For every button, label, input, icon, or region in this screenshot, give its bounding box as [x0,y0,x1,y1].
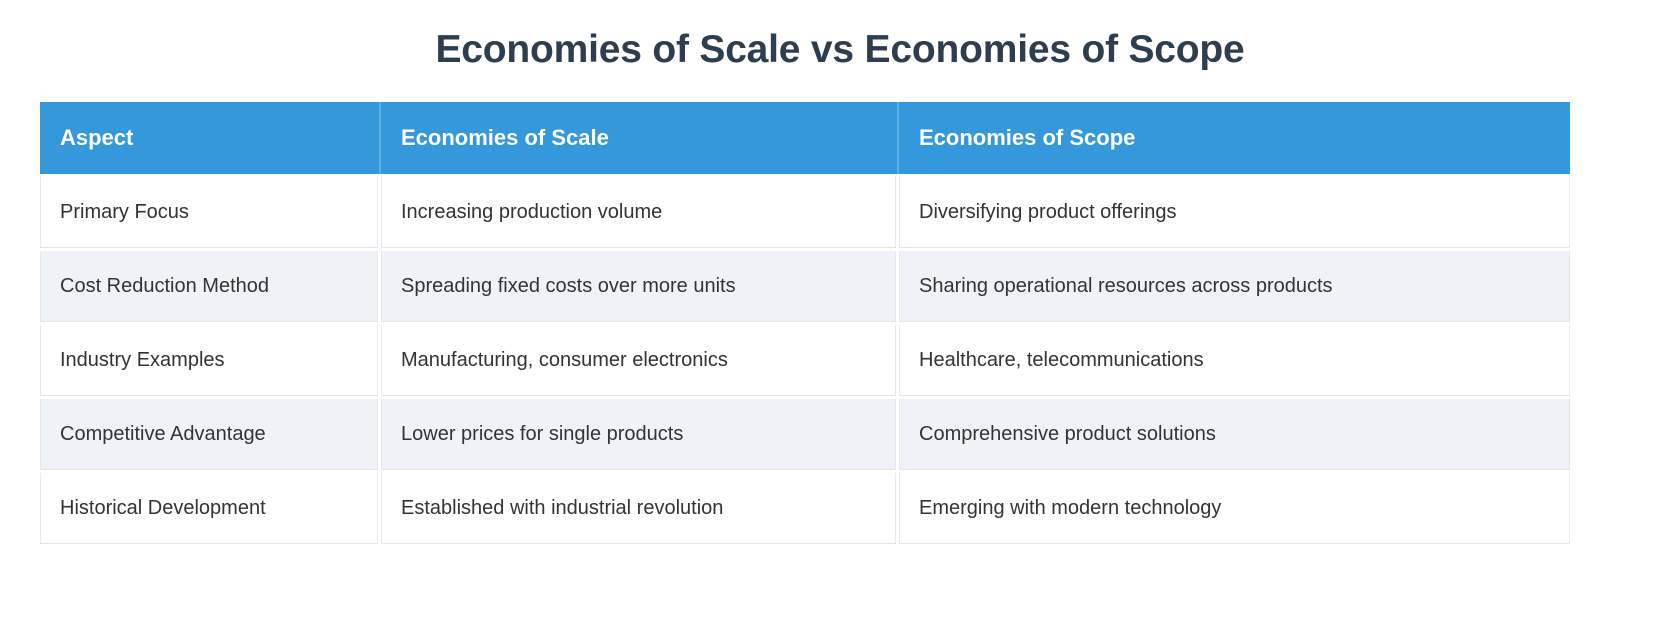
cell-aspect: Industry Examples [40,322,381,396]
cell-scope: Comprehensive product solutions [899,396,1570,470]
column-header-economies-of-scale: Economies of Scale [381,102,899,174]
cell-scope: Sharing operational resources across pro… [899,248,1570,322]
comparison-table-container: Aspect Economies of Scale Economies of S… [40,102,1570,544]
cell-scope: Healthcare, telecommunications [899,322,1570,396]
table-header: Aspect Economies of Scale Economies of S… [40,102,1570,174]
cell-aspect: Primary Focus [40,174,381,248]
table-row: Primary Focus Increasing production volu… [40,174,1570,248]
cell-scale: Manufacturing, consumer electronics [381,322,899,396]
column-header-economies-of-scope: Economies of Scope [899,102,1570,174]
table-row: Cost Reduction Method Spreading fixed co… [40,248,1570,322]
cell-scale: Lower prices for single products [381,396,899,470]
cell-scale: Increasing production volume [381,174,899,248]
cell-scale: Established with industrial revolution [381,470,899,544]
cell-scope: Emerging with modern technology [899,470,1570,544]
column-header-aspect: Aspect [40,102,381,174]
cell-aspect: Cost Reduction Method [40,248,381,322]
cell-aspect: Competitive Advantage [40,396,381,470]
cell-aspect: Historical Development [40,470,381,544]
table-row: Industry Examples Manufacturing, consume… [40,322,1570,396]
cell-scale: Spreading fixed costs over more units [381,248,899,322]
table-body: Primary Focus Increasing production volu… [40,174,1570,544]
table-header-row: Aspect Economies of Scale Economies of S… [40,102,1570,174]
table-row: Competitive Advantage Lower prices for s… [40,396,1570,470]
table-row: Historical Development Established with … [40,470,1570,544]
page-title: Economies of Scale vs Economies of Scope [435,28,1245,71]
cell-scope: Diversifying product offerings [899,174,1570,248]
comparison-table: Aspect Economies of Scale Economies of S… [40,102,1570,544]
